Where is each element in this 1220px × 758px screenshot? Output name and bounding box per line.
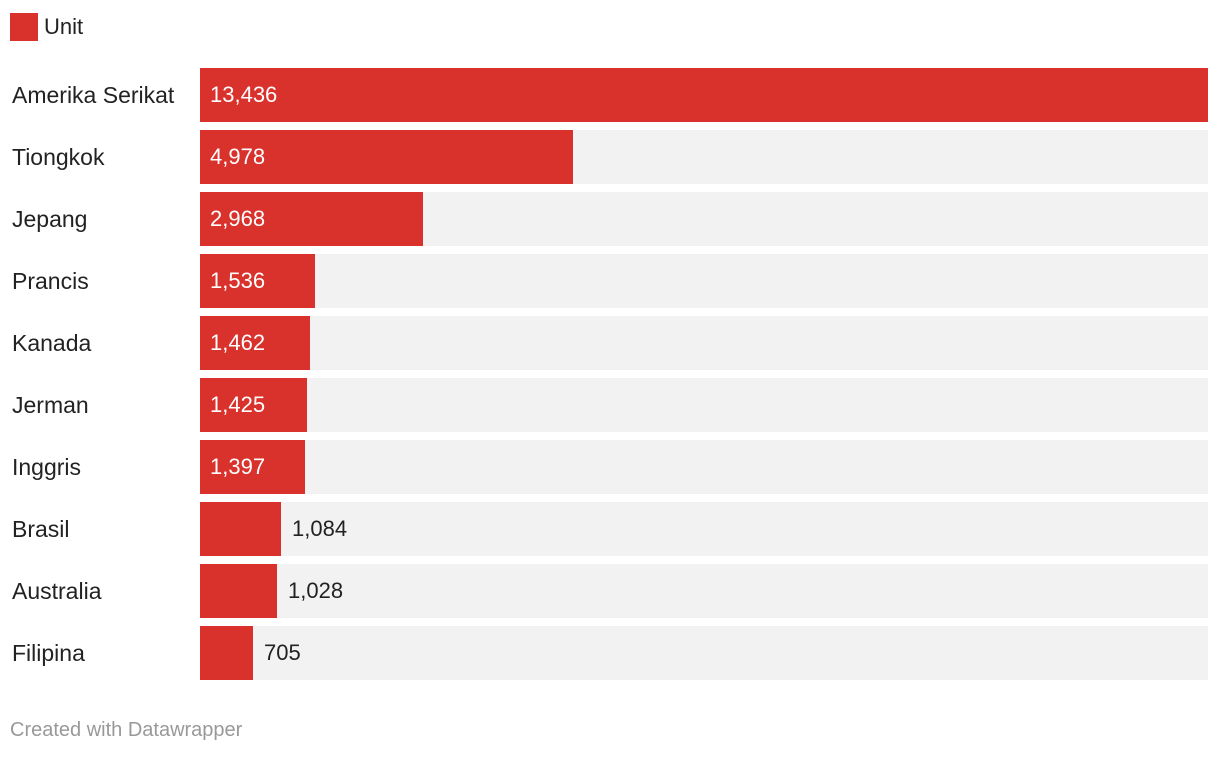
bar (200, 378, 307, 432)
bar (200, 626, 253, 680)
category-label: Jepang (12, 206, 88, 232)
value-label: 1,425 (210, 392, 266, 417)
bar (200, 564, 277, 618)
category-label: Filipina (12, 640, 85, 666)
bar (200, 254, 315, 308)
legend-label: Unit (44, 14, 84, 39)
value-label: 1,028 (288, 578, 344, 603)
value-label: 13,436 (210, 82, 278, 107)
category-label: Australia (12, 578, 102, 604)
legend-swatch (10, 13, 38, 41)
credit-footer: Created with Datawrapper (10, 719, 243, 741)
category-label: Jerman (12, 392, 89, 418)
value-label: 705 (264, 640, 301, 665)
value-label: 1,397 (210, 454, 266, 479)
bar-track (200, 502, 1208, 556)
value-label: 1,084 (292, 516, 348, 541)
bar (200, 192, 423, 246)
value-label: 1,462 (210, 330, 266, 355)
value-label: 1,536 (210, 268, 266, 293)
category-label: Amerika Serikat (12, 82, 175, 108)
bar (200, 68, 1208, 122)
bar-track (200, 316, 1208, 370)
category-label: Brasil (12, 516, 70, 542)
category-label: Prancis (12, 268, 89, 294)
category-label: Inggris (12, 454, 82, 480)
bar (200, 316, 310, 370)
bar-track (200, 254, 1208, 308)
bar (200, 440, 305, 494)
bar-track (200, 440, 1208, 494)
value-label: 4,978 (210, 144, 266, 169)
category-label: Tiongkok (12, 144, 105, 170)
bar-track (200, 626, 1208, 680)
bar-track (200, 564, 1208, 618)
value-label: 2,968 (210, 206, 266, 231)
bar-track (200, 378, 1208, 432)
category-label: Kanada (12, 330, 92, 356)
bar (200, 502, 281, 556)
legend: Unit (10, 12, 83, 42)
bar (200, 130, 573, 184)
